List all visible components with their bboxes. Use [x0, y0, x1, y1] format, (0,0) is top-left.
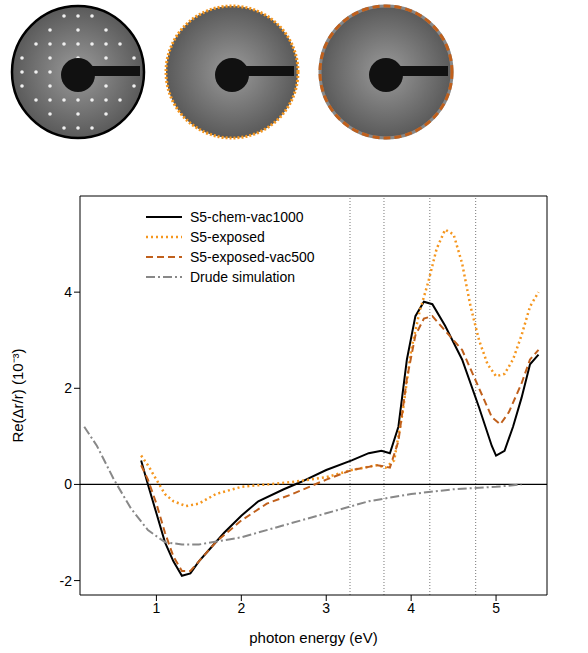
svg-text:1: 1: [153, 600, 161, 616]
svg-text:2: 2: [237, 600, 245, 616]
html-text:Drude simulation: Drude simulation: [190, 269, 296, 285]
svg-text:5: 5: [492, 600, 500, 616]
svg-text:0: 0: [64, 476, 72, 492]
svg-text:2: 2: [64, 380, 72, 396]
svg-text:4: 4: [64, 284, 72, 300]
svg-text:4: 4: [407, 600, 415, 616]
html-text:S5-exposed: S5-exposed: [190, 229, 265, 245]
html-text:S5-exposed-vac500: S5-exposed-vac500: [190, 249, 315, 265]
svg-text:Re(Δr/r) (10⁻³): Re(Δr/r) (10⁻³): [9, 348, 26, 442]
svg-text:3: 3: [322, 600, 330, 616]
html-text:S5-chem-vac1000: S5-chem-vac1000: [190, 209, 304, 225]
svg-text:photon energy (eV): photon energy (eV): [249, 629, 377, 646]
svg-text:-2: -2: [60, 573, 73, 589]
